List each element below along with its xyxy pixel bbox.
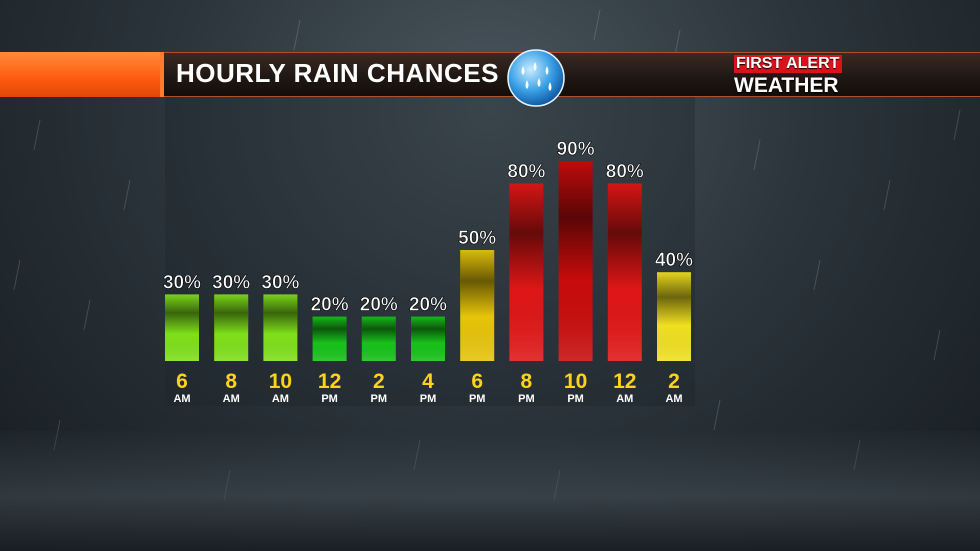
rain-drops-icon	[507, 49, 565, 107]
value-label-0: 30%	[163, 272, 201, 293]
hour-label-6: 6	[471, 370, 483, 393]
value-label-7: 80%	[507, 161, 545, 182]
header-bar	[164, 52, 980, 97]
bar-shade-4	[361, 316, 396, 361]
bar-shade-6	[460, 250, 495, 361]
hour-label-1: 8	[225, 370, 237, 393]
period-label-3: PM	[321, 393, 338, 405]
hour-label-9: 12	[613, 370, 636, 393]
value-label-8: 90%	[557, 139, 595, 160]
bar-shade-7	[509, 183, 544, 361]
flooded-ground	[0, 431, 980, 551]
period-label-10: AM	[665, 393, 682, 405]
period-label-4: PM	[371, 393, 388, 405]
value-label-4: 20%	[360, 295, 398, 316]
period-label-5: PM	[420, 393, 437, 405]
bar-shade-9	[607, 183, 642, 361]
period-label-2: AM	[272, 393, 289, 405]
value-label-1: 30%	[212, 272, 250, 293]
value-label-10: 40%	[655, 250, 693, 271]
period-label-9: AM	[616, 393, 633, 405]
brand-line-1: FIRST ALERT	[734, 55, 843, 73]
bar-shade-3	[312, 316, 347, 361]
bar-shade-10	[657, 272, 691, 361]
period-label-6: PM	[469, 393, 486, 405]
brand-line-2: WEATHER	[734, 74, 839, 97]
bar-shade-0	[165, 294, 199, 361]
header-accent	[0, 52, 160, 97]
value-label-5: 20%	[409, 295, 447, 316]
hour-label-0: 6	[176, 370, 188, 393]
hour-label-5: 4	[422, 370, 434, 393]
bar-shade-2	[263, 294, 298, 361]
hour-label-7: 8	[521, 370, 533, 393]
bar-shade-5	[411, 316, 445, 361]
period-label-1: AM	[223, 393, 240, 405]
value-label-6: 50%	[458, 228, 496, 249]
value-label-9: 80%	[606, 161, 644, 182]
period-label-7: PM	[518, 393, 535, 405]
period-label-8: PM	[567, 393, 584, 405]
period-label-0: AM	[173, 393, 190, 405]
hour-label-4: 2	[373, 370, 385, 393]
bar-shade-1	[214, 294, 249, 361]
hour-label-2: 10	[269, 370, 292, 393]
value-label-2: 30%	[261, 272, 299, 293]
hour-label-3: 12	[318, 370, 341, 393]
hour-label-8: 10	[564, 370, 587, 393]
brand-logo: FIRST ALERT WEATHER	[734, 55, 843, 97]
value-label-3: 20%	[311, 295, 349, 316]
bar-shade-8	[558, 161, 593, 361]
page-title: HOURLY RAIN CHANCES	[176, 58, 499, 88]
hour-label-10: 2	[668, 370, 680, 393]
header-divider	[160, 52, 164, 97]
